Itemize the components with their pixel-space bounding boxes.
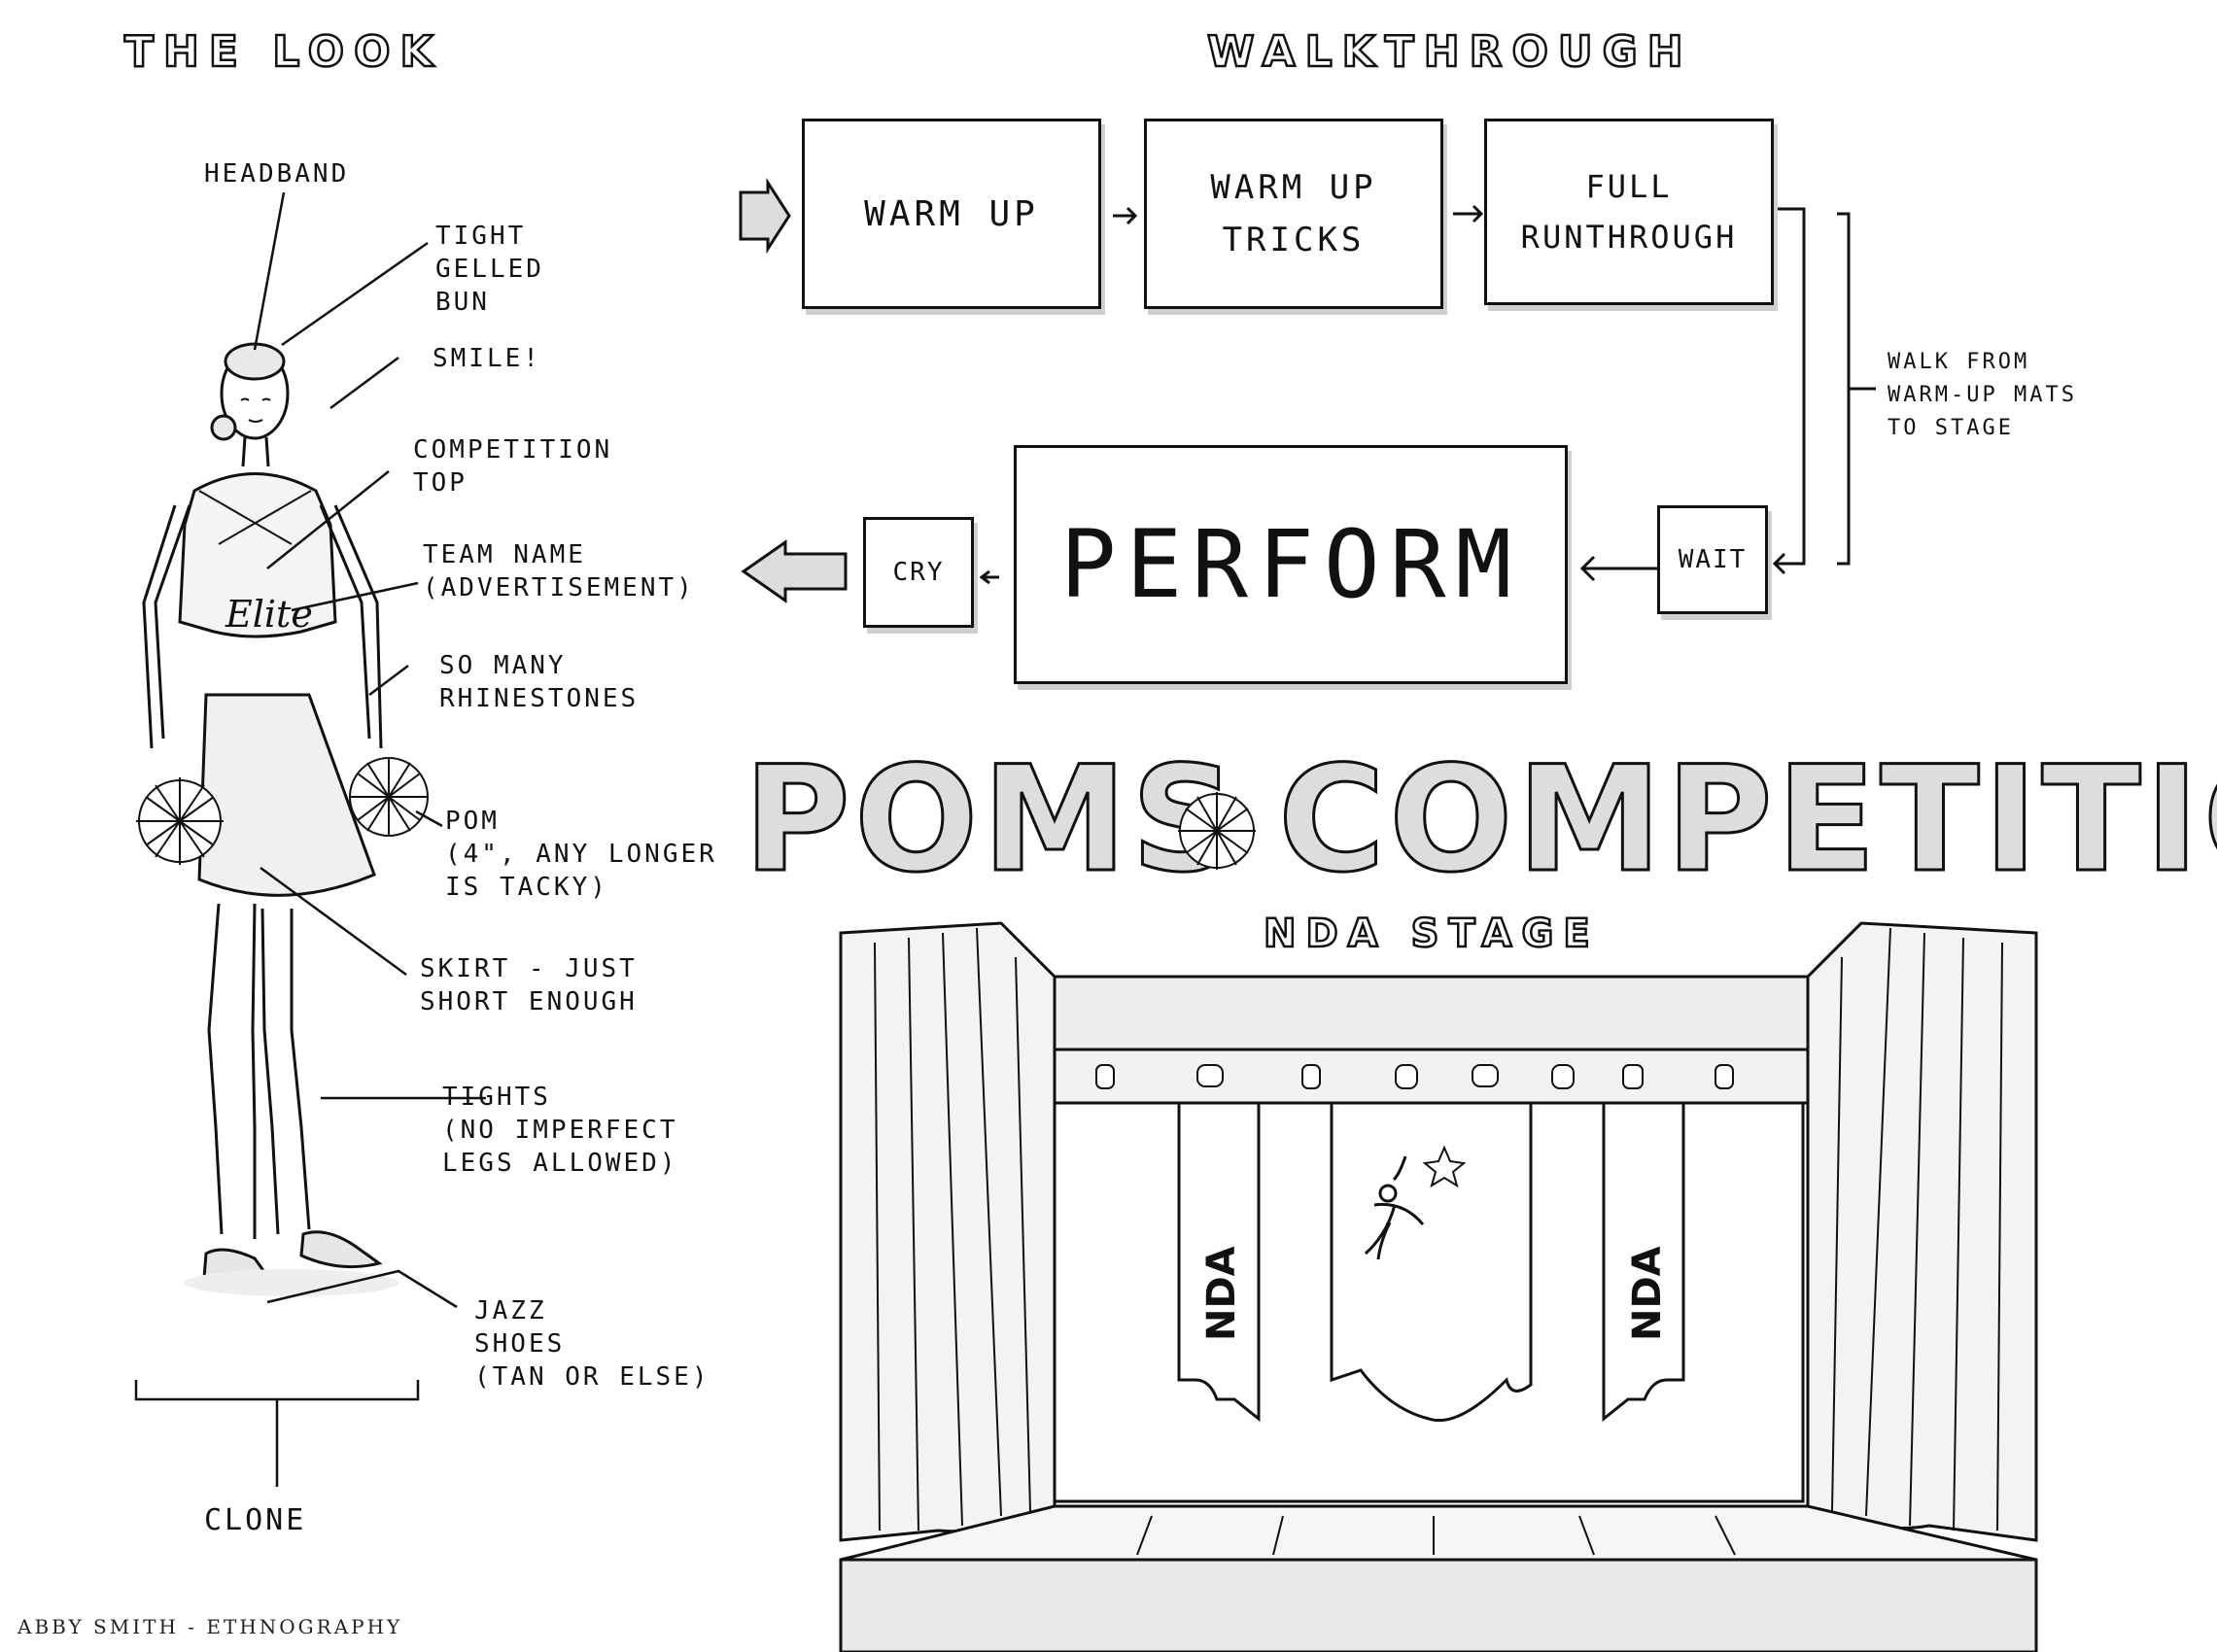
dancer-logo-icon <box>1364 1145 1467 1260</box>
end-arrow-icon <box>741 539 848 603</box>
start-arrow-icon <box>739 177 791 255</box>
label-jazz-shoes: JAZZ SHOES (TAN OR ELSE) <box>474 1296 710 1392</box>
credit: ABBY SMITH - ETHNOGRAPHY <box>17 1615 403 1638</box>
uniform-script: Elite <box>225 593 313 636</box>
step-perform: PERFORM <box>1014 445 1568 684</box>
walkthrough-heading: WALKTHROUGH <box>1206 26 1693 79</box>
label-smile: SMILE! <box>433 344 541 373</box>
step-warm-up-tricks-label: WARM UP TRICKS <box>1210 168 1377 259</box>
banner-left <box>1177 1101 1261 1423</box>
walk-note: WALK FROM WARM-UP MATS TO STAGE <box>1888 350 2077 440</box>
step-warm-up-tricks: WARM UP TRICKS <box>1144 119 1443 309</box>
label-competition-top: COMPETITION TOP <box>413 435 613 498</box>
label-headband: HEADBAND <box>204 159 350 189</box>
label-bun: TIGHT GELLED BUN <box>435 222 544 317</box>
step-full-runthrough-label: FULL RUNTHROUGH <box>1520 168 1738 256</box>
title-pom-icon <box>1178 792 1256 870</box>
banner-right <box>1602 1101 1685 1423</box>
step-perform-label: PERFORM <box>1059 510 1522 619</box>
step-warm-up: WARM UP <box>802 119 1101 309</box>
cheerleader-figure: Elite <box>136 342 429 1296</box>
banner-center <box>1330 1101 1533 1423</box>
step-full-runthrough: FULL RUNTHROUGH <box>1484 119 1774 305</box>
step-wait: WAIT <box>1657 505 1768 614</box>
label-skirt: SKIRT - JUST SHORT ENOUGH <box>420 954 638 1016</box>
bun-icon <box>210 414 237 441</box>
title-word-competition: COMPETITION <box>1278 736 2217 905</box>
banner-right-text: NDA <box>1625 1246 1670 1341</box>
stage-illustration: NDA NDA <box>839 921 2038 1652</box>
label-team-name: TEAM NAME (ADVERTISEMENT) <box>423 540 695 602</box>
stage-sign: NDA STAGE <box>1263 911 1600 958</box>
pom-left-icon <box>136 777 224 865</box>
banner-left-text: NDA <box>1199 1246 1244 1341</box>
step-warm-up-label: WARM UP <box>864 193 1039 234</box>
label-clone: CLONE <box>204 1503 307 1537</box>
leader-lines <box>134 191 486 1487</box>
step-wait-label: WAIT <box>1678 545 1748 574</box>
stage-lights <box>1095 1064 1734 1089</box>
step-cry-label: CRY <box>892 558 945 587</box>
pom-right-icon <box>349 757 429 837</box>
step-cry: CRY <box>863 517 974 628</box>
label-rhinestones: SO MANY RHINESTONES <box>439 651 640 713</box>
poster-title: POMS COMPETITION <box>743 735 2217 907</box>
look-heading: THE LOOK <box>123 26 443 79</box>
label-pom: POM (4", ANY LONGER IS TACKY) <box>445 807 717 902</box>
label-tights: TIGHTS (NO IMPERFECT LEGS ALLOWED) <box>442 1083 678 1178</box>
title-word-poms: POMS <box>744 736 1240 905</box>
flow-arrows <box>739 177 1876 603</box>
